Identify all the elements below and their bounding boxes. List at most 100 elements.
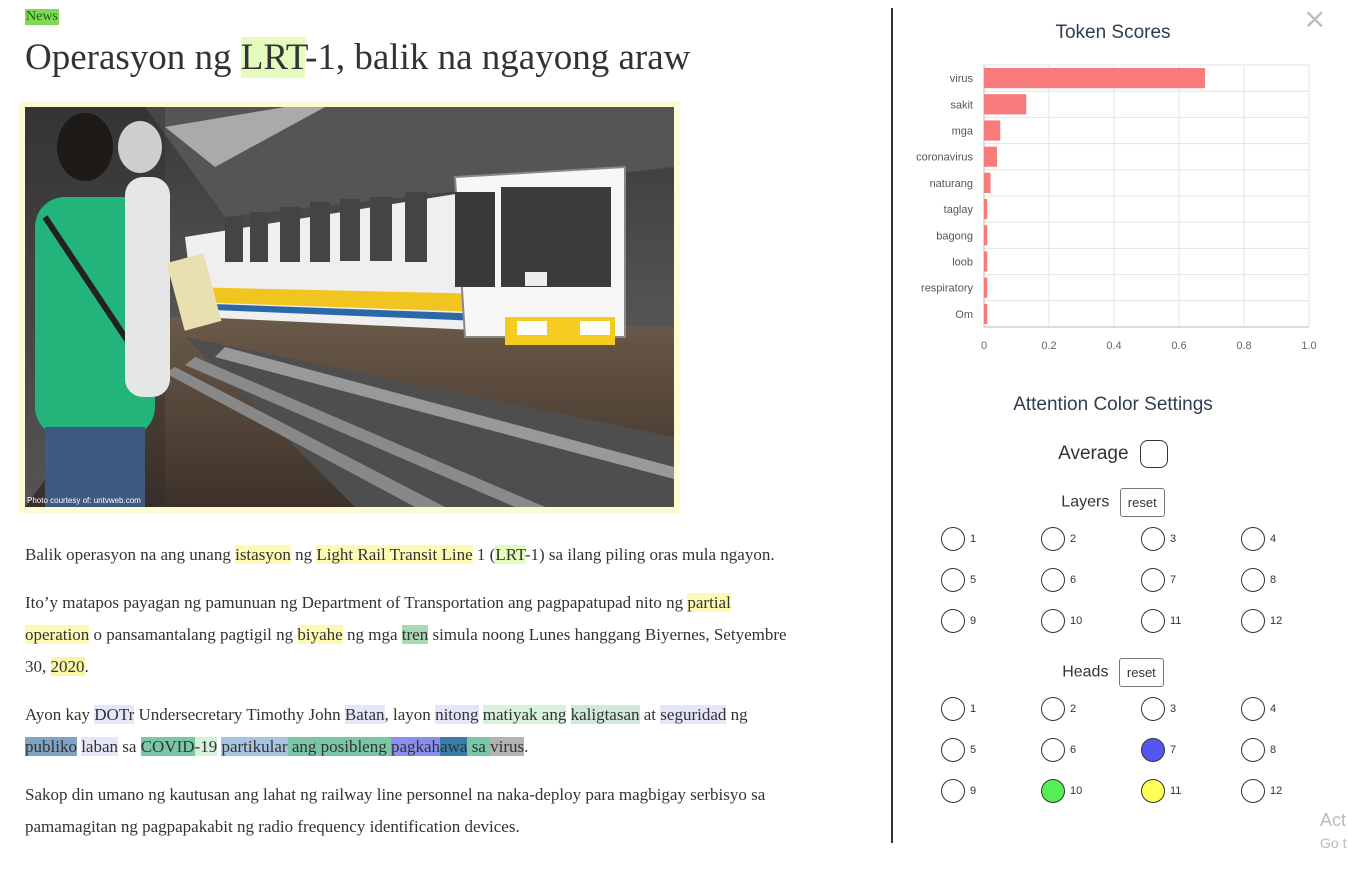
head-checkbox-1[interactable] bbox=[941, 697, 965, 721]
head-checkbox-7[interactable] bbox=[1141, 738, 1165, 762]
head-checkbox-4[interactable] bbox=[1241, 697, 1265, 721]
average-row: Average bbox=[893, 440, 1333, 468]
layers-label: Layers bbox=[1061, 493, 1110, 511]
x-tick-label: 0.8 bbox=[1236, 340, 1251, 352]
head-checkbox-10[interactable] bbox=[1041, 779, 1065, 803]
layer-option-12[interactable]: 12 bbox=[1241, 609, 1282, 633]
layer-label-3: 3 bbox=[1170, 533, 1177, 545]
bar-naturang bbox=[984, 172, 991, 193]
layer-option-2[interactable]: 2 bbox=[1041, 527, 1076, 551]
title-part: -1, balik na ngayong araw bbox=[305, 37, 691, 78]
token-scores-title: Token Scores bbox=[1055, 22, 1171, 43]
layer-checkbox-8[interactable] bbox=[1241, 568, 1265, 592]
layer-checkbox-11[interactable] bbox=[1141, 609, 1165, 633]
article-photo: Photo courtesy of: untvweb.com bbox=[25, 107, 674, 507]
layers-reset-button[interactable]: reset bbox=[1119, 488, 1165, 517]
y-tick-label: Om bbox=[955, 309, 973, 321]
head-label-8: 8 bbox=[1270, 744, 1277, 756]
layer-checkbox-1[interactable] bbox=[941, 527, 965, 551]
layer-checkbox-10[interactable] bbox=[1041, 609, 1065, 633]
layer-label-7: 7 bbox=[1170, 574, 1177, 586]
head-option-12[interactable]: 12 bbox=[1241, 779, 1282, 803]
layer-label-2: 2 bbox=[1070, 533, 1077, 545]
head-option-2[interactable]: 2 bbox=[1041, 697, 1076, 721]
x-tick-label: 0 bbox=[981, 340, 987, 352]
article-paragraph-1: Balik operasyon na ang unang istasyon ng… bbox=[25, 545, 775, 564]
article-paragraph-4: Sakop din umano ng kautusan ang lahat ng… bbox=[25, 785, 766, 836]
head-option-3[interactable]: 3 bbox=[1141, 697, 1176, 721]
head-label-3: 3 bbox=[1170, 703, 1177, 715]
bar-Om bbox=[984, 303, 988, 324]
layer-option-10[interactable]: 10 bbox=[1041, 609, 1082, 633]
head-checkbox-2[interactable] bbox=[1041, 697, 1065, 721]
layer-option-8[interactable]: 8 bbox=[1241, 568, 1276, 592]
head-option-8[interactable]: 8 bbox=[1241, 738, 1276, 762]
head-option-6[interactable]: 6 bbox=[1041, 738, 1076, 762]
category-tag[interactable]: News bbox=[25, 9, 59, 25]
head-option-5[interactable]: 5 bbox=[941, 738, 976, 762]
layer-option-6[interactable]: 6 bbox=[1041, 568, 1076, 592]
layer-checkbox-4[interactable] bbox=[1241, 527, 1265, 551]
bar-virus bbox=[984, 68, 1205, 89]
heads-label: Heads bbox=[1062, 663, 1109, 681]
head-checkbox-8[interactable] bbox=[1241, 738, 1265, 762]
head-checkbox-3[interactable] bbox=[1141, 697, 1165, 721]
heads-header: Heads reset bbox=[893, 658, 1333, 687]
title-part-highlight: LRT bbox=[240, 37, 306, 78]
bar-respiratory bbox=[984, 277, 988, 298]
x-tick-label: 0.2 bbox=[1041, 340, 1056, 352]
layer-checkbox-9[interactable] bbox=[941, 609, 965, 633]
attention-settings-title: Attention Color Settings bbox=[1013, 394, 1213, 415]
layer-checkbox-7[interactable] bbox=[1141, 568, 1165, 592]
head-option-9[interactable]: 9 bbox=[941, 779, 976, 803]
head-checkbox-6[interactable] bbox=[1041, 738, 1065, 762]
article-paragraph-2: Ito’y matapos payagan ng pamunuan ng Dep… bbox=[25, 593, 787, 676]
layer-option-4[interactable]: 4 bbox=[1241, 527, 1276, 551]
attention-panel: × Token Scores 0 0.2 0.4 0.6 0.8 1.0 virus saki… bbox=[893, 0, 1348, 881]
head-checkbox-11[interactable] bbox=[1141, 779, 1165, 803]
layer-label-9: 9 bbox=[970, 615, 977, 627]
layer-label-4: 4 bbox=[1270, 533, 1277, 545]
layer-checkbox-6[interactable] bbox=[1041, 568, 1065, 592]
layer-checkbox-5[interactable] bbox=[941, 568, 965, 592]
photo-credit: Photo courtesy of: untvweb.com bbox=[27, 496, 141, 505]
article-paragraph-3: Ayon kay DOTr Undersecretary Timothy Joh… bbox=[25, 705, 748, 756]
head-option-4[interactable]: 4 bbox=[1241, 697, 1276, 721]
layer-label-11: 11 bbox=[1170, 615, 1182, 627]
layer-option-11[interactable]: 11 bbox=[1141, 609, 1181, 633]
layer-checkbox-3[interactable] bbox=[1141, 527, 1165, 551]
bar-loob bbox=[984, 251, 988, 272]
layer-option-5[interactable]: 5 bbox=[941, 568, 976, 592]
bar-sakit bbox=[984, 94, 1027, 115]
layer-label-1: 1 bbox=[970, 533, 977, 545]
layer-checkbox-2[interactable] bbox=[1041, 527, 1065, 551]
average-checkbox[interactable] bbox=[1139, 440, 1168, 468]
y-tick-label: sakit bbox=[950, 99, 973, 111]
bar-taglay bbox=[984, 199, 988, 220]
head-label-11: 11 bbox=[1170, 785, 1182, 797]
head-checkbox-5[interactable] bbox=[941, 738, 965, 762]
head-checkbox-12[interactable] bbox=[1241, 779, 1265, 803]
layer-label-10: 10 bbox=[1070, 615, 1083, 627]
y-tick-label: loob bbox=[952, 257, 973, 269]
panel-divider[interactable] bbox=[891, 8, 893, 843]
layer-option-9[interactable]: 9 bbox=[941, 609, 976, 633]
head-option-10[interactable]: 10 bbox=[1041, 779, 1082, 803]
head-option-7[interactable]: 7 bbox=[1141, 738, 1176, 762]
article-title: Operasyon ng LRT-1, balik na ngayong ara… bbox=[25, 36, 690, 80]
layers-header: Layers reset bbox=[893, 488, 1333, 517]
head-checkbox-9[interactable] bbox=[941, 779, 965, 803]
head-option-1[interactable]: 1 bbox=[941, 697, 976, 721]
head-option-11[interactable]: 11 bbox=[1141, 779, 1181, 803]
layer-option-1[interactable]: 1 bbox=[941, 527, 976, 551]
head-label-12: 12 bbox=[1270, 785, 1283, 797]
layer-label-6: 6 bbox=[1070, 574, 1077, 586]
layer-label-12: 12 bbox=[1270, 615, 1283, 627]
heads-reset-button[interactable]: reset bbox=[1118, 658, 1164, 687]
y-tick-label: bagong bbox=[936, 230, 973, 242]
close-icon[interactable]: × bbox=[1303, 2, 1327, 35]
layer-option-7[interactable]: 7 bbox=[1141, 568, 1176, 592]
layer-checkbox-12[interactable] bbox=[1241, 609, 1265, 633]
layer-option-3[interactable]: 3 bbox=[1141, 527, 1176, 551]
head-label-6: 6 bbox=[1070, 744, 1077, 756]
